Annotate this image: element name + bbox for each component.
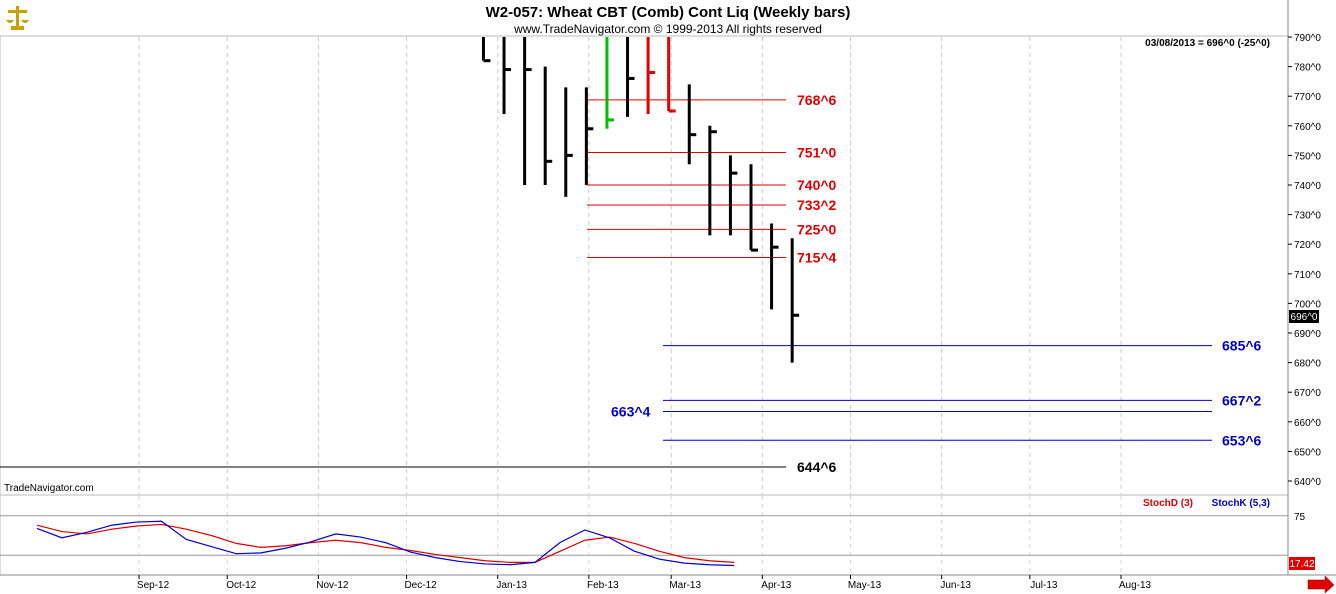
stoch-line-k (36, 520, 735, 567)
stoch-badge: 17.42 (1289, 559, 1314, 570)
time-x-axis: Sep-12 Oct-12 Nov-12 Dec-12 Jan-13 Feb-13 Mar-… (137, 575, 1152, 591)
x-tick-label: Jul-13 (1030, 580, 1058, 591)
legend-stochd: StochD (3) (1143, 498, 1193, 509)
y-tick-label: 680^0 (1294, 359, 1321, 370)
y-tick-label: 750^0 (1294, 151, 1321, 162)
y-tick-label: 690^0 (1294, 329, 1321, 340)
price-y-axis: 640^0 650^0 660^0 670^0 680^0 690^0 700^0 710^0… (1288, 33, 1321, 488)
x-tick-label: Nov-12 (316, 580, 349, 591)
watermark: TradeNavigator.com (4, 483, 94, 494)
stoch-y-tick-label: 75 (1294, 512, 1306, 523)
stoch-badge-bg (1289, 557, 1315, 570)
y-tick-label: 740^0 (1294, 181, 1321, 192)
y-tick-label: 640^0 (1294, 477, 1321, 488)
y-tick-label: 670^0 (1294, 388, 1321, 399)
level-label: 725^0 (797, 221, 837, 237)
y-tick-label: 700^0 (1294, 299, 1321, 310)
x-tick-label: Jan-13 (496, 580, 527, 591)
x-tick-label: May-13 (848, 580, 882, 591)
y-tick-label: 730^0 (1294, 211, 1321, 222)
y-tick-label: 650^0 (1294, 447, 1321, 458)
y-tick-label: 760^0 (1294, 122, 1321, 133)
scroll-right-arrow-icon[interactable] (1307, 575, 1335, 594)
stoch-line-d (36, 523, 735, 563)
stoch-panel: 75 (0, 512, 1306, 567)
chart-title: W2-057: Wheat CBT (Comb) Cont Liq (Weekl… (486, 4, 851, 21)
y-tick-label: 660^0 (1294, 418, 1321, 429)
price-badge: 696^0 (1291, 312, 1318, 323)
scales-logo-icon[interactable] (6, 6, 29, 30)
y-tick-label: 710^0 (1294, 270, 1321, 281)
level-label: 733^2 (797, 197, 837, 213)
level-label: 653^6 (1222, 432, 1262, 448)
price-bars (481, 37, 800, 363)
y-tick-label: 770^0 (1294, 92, 1321, 103)
x-tick-label: Feb-13 (587, 580, 619, 591)
x-tick-label: Mar-13 (669, 580, 701, 591)
y-tick-label: 780^0 (1294, 63, 1321, 74)
level-lines: 768^6 751^0 740^0 733^2 725^0 715^4 685^6 667^2… (0, 92, 1262, 475)
x-tick-label: Oct-12 (226, 580, 256, 591)
level-label: 644^6 (797, 459, 837, 475)
level-label: 751^0 (797, 144, 837, 160)
level-label: 768^6 (797, 92, 837, 108)
x-tick-label: Apr-13 (761, 580, 791, 591)
level-label: 715^4 (797, 250, 837, 266)
level-label: 740^0 (797, 177, 837, 193)
y-tick-label: 790^0 (1294, 33, 1321, 44)
level-label: 667^2 (1222, 392, 1262, 408)
legend-stochk: StochK (5,3) (1212, 498, 1270, 509)
x-tick-label: Sep-12 (137, 580, 170, 591)
price-badge-bg (1289, 310, 1319, 323)
y-tick-label: 720^0 (1294, 240, 1321, 251)
x-tick-label: Jun-13 (940, 580, 971, 591)
last-bar-status: 03/08/2013 = 696^0 (-25^0) (1145, 38, 1270, 49)
x-tick-label: Aug-13 (1119, 580, 1152, 591)
x-tick-label: Dec-12 (404, 580, 437, 591)
level-label: 685^6 (1222, 338, 1262, 354)
level-label: 663^4 (611, 403, 651, 419)
chart-subtitle: www.TradeNavigator.com © 1999-2013 All r… (513, 22, 822, 36)
